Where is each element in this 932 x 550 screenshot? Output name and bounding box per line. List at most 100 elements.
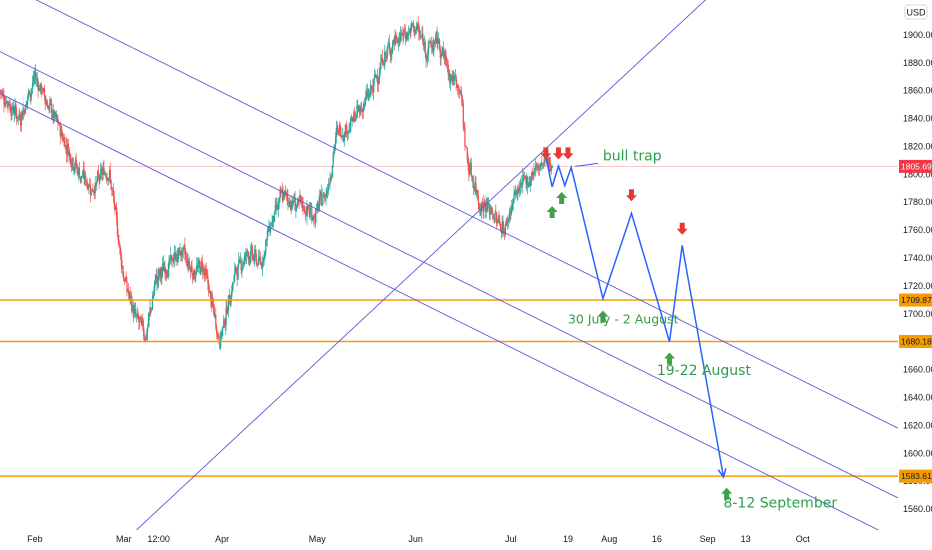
candle-body <box>241 269 243 271</box>
candle-body <box>147 319 150 327</box>
candle-body <box>369 93 371 97</box>
candle <box>32 70 35 87</box>
candle-body <box>426 58 428 61</box>
candle <box>402 32 404 45</box>
candle <box>403 23 406 33</box>
candle <box>71 157 73 171</box>
candle <box>75 152 77 169</box>
candle <box>106 172 108 181</box>
candle-body <box>54 112 56 118</box>
candle-body <box>458 90 461 92</box>
candle <box>154 279 156 296</box>
candle-body <box>286 194 288 198</box>
candle <box>158 266 160 288</box>
candle-body <box>252 256 254 259</box>
candle-body <box>429 41 431 43</box>
candle-body <box>66 143 69 155</box>
candle-body <box>153 290 155 297</box>
candle <box>16 107 18 126</box>
candle <box>330 172 333 181</box>
candle <box>523 171 526 181</box>
candle-body <box>188 261 190 264</box>
candle <box>353 109 355 123</box>
candle-body <box>475 183 477 192</box>
candle <box>92 183 94 192</box>
candle <box>509 209 511 222</box>
candle-body <box>399 39 401 42</box>
candle-body <box>126 281 128 292</box>
candle <box>269 221 272 236</box>
candle-body <box>105 175 108 180</box>
candle <box>542 162 545 169</box>
candle <box>512 198 514 210</box>
candle <box>8 100 10 108</box>
candle-body <box>495 212 498 224</box>
candle-body <box>372 87 374 93</box>
candle-body <box>374 74 376 76</box>
candle <box>20 112 22 132</box>
candle-body <box>416 24 418 27</box>
candle <box>345 123 347 139</box>
candle-body <box>227 295 230 311</box>
candle-body <box>339 125 342 135</box>
candle <box>38 82 40 92</box>
candle <box>453 70 455 87</box>
annotation-label: 8-12 September <box>723 496 837 512</box>
candle <box>134 302 136 314</box>
candle <box>333 144 335 158</box>
candle <box>213 303 215 318</box>
candle-body <box>334 144 336 149</box>
candle <box>31 87 33 101</box>
candle-body <box>384 51 386 66</box>
candle-body <box>361 108 363 110</box>
candle <box>164 260 166 280</box>
candle-body <box>344 133 346 135</box>
candle <box>181 247 183 261</box>
candle-body <box>9 104 12 113</box>
candle-body <box>303 206 305 208</box>
candle-body <box>296 204 298 209</box>
candle <box>198 257 200 268</box>
candle <box>491 206 493 215</box>
candle-body <box>175 258 177 262</box>
candle <box>378 67 380 85</box>
candle-body <box>33 76 35 79</box>
currency-badge[interactable] <box>904 4 928 20</box>
candle-body <box>530 179 532 186</box>
candle-body <box>299 195 301 199</box>
candle-body <box>334 136 337 145</box>
candle-body <box>99 177 101 182</box>
candle-body <box>61 129 63 137</box>
candle <box>184 237 186 261</box>
candle <box>54 109 56 121</box>
candle <box>394 29 396 46</box>
candle-body <box>493 218 495 223</box>
candle <box>459 86 461 95</box>
candle <box>81 170 84 178</box>
candle <box>439 45 441 66</box>
candle-body <box>488 203 491 215</box>
candle-body <box>28 90 31 94</box>
candle <box>153 286 155 298</box>
candle-body <box>223 319 225 327</box>
candle-body <box>73 168 75 172</box>
y-tick-label: 1660.00 <box>903 365 932 375</box>
candle-body <box>158 269 160 282</box>
candle-body <box>86 182 88 188</box>
candle <box>150 307 152 317</box>
candle <box>301 196 303 212</box>
candle-body <box>125 278 127 282</box>
candle-body <box>403 29 405 37</box>
candle <box>8 97 11 110</box>
candle <box>487 197 489 213</box>
candle <box>105 173 108 184</box>
candle-body <box>201 261 203 272</box>
candle-body <box>251 245 253 257</box>
candle-body <box>213 305 215 317</box>
candle-body <box>268 226 270 232</box>
candle <box>242 261 245 269</box>
candle <box>469 162 471 177</box>
candle-body <box>536 163 538 166</box>
x-tick-label: Oct <box>796 534 811 544</box>
